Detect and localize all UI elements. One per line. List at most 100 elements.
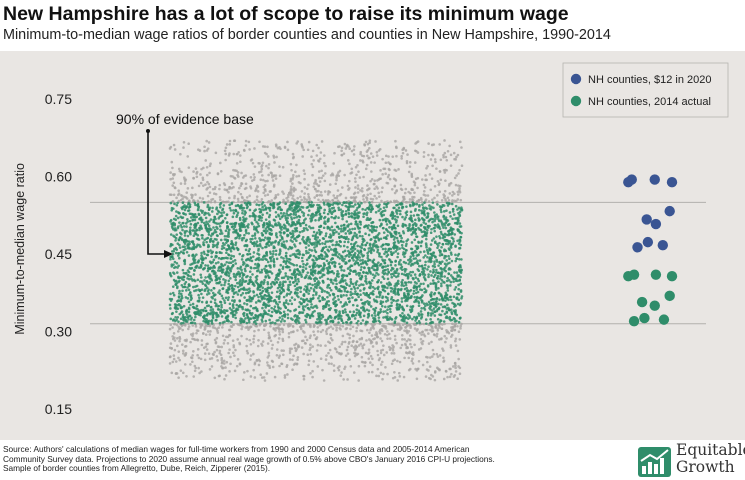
evidence-point bbox=[209, 218, 213, 221]
evidence-point bbox=[327, 340, 330, 344]
evidence-point bbox=[409, 191, 412, 195]
evidence-point bbox=[442, 215, 445, 219]
evidence-point bbox=[369, 272, 372, 275]
evidence-point bbox=[411, 317, 414, 321]
evidence-point bbox=[442, 155, 445, 159]
evidence-point bbox=[337, 206, 340, 210]
evidence-point bbox=[459, 327, 462, 330]
evidence-point bbox=[334, 303, 338, 306]
evidence-point bbox=[324, 255, 327, 258]
evidence-point bbox=[317, 270, 321, 274]
evidence-point bbox=[187, 254, 191, 257]
evidence-point bbox=[447, 201, 451, 205]
evidence-point bbox=[452, 280, 455, 283]
evidence-point bbox=[280, 327, 284, 331]
evidence-point bbox=[220, 365, 223, 368]
evidence-point bbox=[419, 347, 423, 350]
evidence-point bbox=[200, 339, 204, 342]
evidence-point bbox=[367, 309, 371, 312]
evidence-point bbox=[340, 342, 344, 346]
evidence-point bbox=[371, 197, 375, 201]
evidence-point bbox=[208, 185, 212, 189]
evidence-point bbox=[423, 277, 427, 281]
evidence-point bbox=[380, 339, 384, 343]
evidence-point bbox=[245, 299, 249, 302]
evidence-point bbox=[325, 327, 329, 331]
evidence-point bbox=[243, 296, 246, 299]
evidence-point bbox=[396, 215, 399, 219]
evidence-point bbox=[339, 192, 343, 196]
evidence-point bbox=[323, 172, 327, 175]
evidence-point bbox=[291, 368, 294, 371]
evidence-point bbox=[400, 272, 404, 276]
evidence-point bbox=[369, 197, 373, 201]
evidence-point bbox=[438, 298, 441, 301]
evidence-point bbox=[193, 212, 197, 216]
evidence-point bbox=[234, 348, 237, 352]
evidence-point bbox=[373, 287, 377, 290]
evidence-point bbox=[317, 146, 320, 150]
scatter-chart: 0.150.300.450.600.75 Minimum-to-median w… bbox=[13, 62, 729, 417]
evidence-point bbox=[355, 311, 359, 315]
evidence-point bbox=[172, 357, 176, 361]
evidence-point bbox=[363, 248, 367, 252]
evidence-point bbox=[187, 274, 190, 277]
evidence-point bbox=[200, 300, 204, 304]
evidence-point bbox=[288, 358, 292, 361]
evidence-point bbox=[222, 362, 226, 365]
evidence-point bbox=[457, 292, 461, 296]
evidence-point bbox=[289, 188, 293, 191]
evidence-point bbox=[218, 215, 222, 218]
evidence-point bbox=[275, 281, 279, 284]
evidence-point bbox=[401, 278, 404, 282]
evidence-point bbox=[376, 187, 379, 190]
evidence-point bbox=[298, 241, 302, 245]
evidence-point bbox=[383, 305, 387, 309]
evidence-point bbox=[378, 332, 382, 335]
evidence-point bbox=[422, 155, 426, 158]
evidence-point bbox=[389, 263, 393, 267]
evidence-point bbox=[317, 170, 321, 173]
evidence-point bbox=[439, 293, 443, 296]
evidence-point bbox=[397, 209, 400, 212]
evidence-point bbox=[369, 179, 372, 183]
evidence-point bbox=[427, 142, 430, 145]
evidence-point bbox=[229, 209, 233, 212]
evidence-point bbox=[277, 243, 280, 246]
evidence-point bbox=[347, 259, 351, 263]
evidence-point bbox=[427, 200, 431, 203]
evidence-point bbox=[187, 325, 191, 328]
evidence-point bbox=[187, 318, 190, 321]
evidence-point bbox=[415, 321, 419, 325]
evidence-point bbox=[431, 348, 435, 352]
evidence-point bbox=[422, 282, 425, 286]
evidence-point bbox=[407, 356, 411, 360]
evidence-point bbox=[430, 324, 433, 328]
evidence-point bbox=[297, 181, 301, 184]
evidence-point bbox=[282, 276, 286, 280]
evidence-point bbox=[365, 308, 369, 312]
evidence-point bbox=[390, 266, 394, 270]
evidence-point bbox=[413, 327, 417, 330]
evidence-point bbox=[387, 161, 390, 164]
evidence-point bbox=[397, 282, 400, 285]
evidence-point bbox=[343, 257, 346, 261]
evidence-point bbox=[339, 374, 343, 377]
evidence-point bbox=[370, 370, 374, 374]
evidence-point bbox=[338, 253, 341, 256]
evidence-point bbox=[247, 328, 250, 331]
evidence-point bbox=[396, 322, 399, 326]
evidence-point bbox=[413, 343, 416, 347]
evidence-point bbox=[430, 143, 434, 147]
evidence-point bbox=[414, 207, 417, 211]
evidence-point bbox=[183, 182, 187, 185]
evidence-point bbox=[394, 287, 397, 290]
evidence-point bbox=[331, 173, 335, 177]
evidence-point bbox=[384, 172, 387, 175]
evidence-point bbox=[374, 240, 378, 244]
evidence-point bbox=[187, 310, 191, 314]
evidence-point bbox=[399, 183, 403, 187]
evidence-point bbox=[393, 338, 397, 341]
evidence-point bbox=[452, 295, 456, 299]
evidence-point bbox=[329, 288, 333, 292]
